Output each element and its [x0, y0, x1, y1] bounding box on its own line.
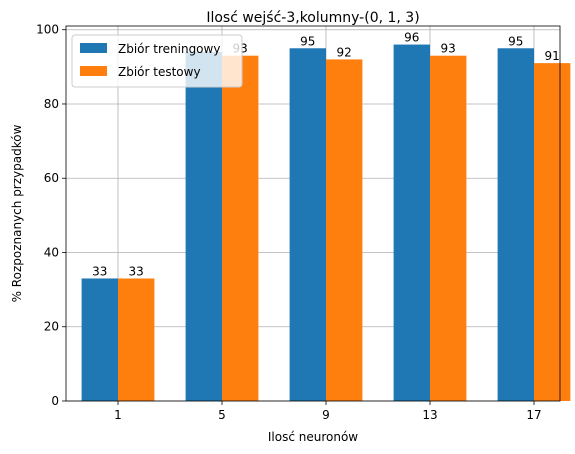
- x-tick-label: 17: [526, 408, 541, 422]
- bar-train: [185, 51, 222, 401]
- legend-label-test: Zbiór testowy: [118, 65, 201, 79]
- bars: [81, 44, 571, 402]
- y-axis: 0 20 40 60 80 100: [36, 23, 66, 408]
- legend-label-train: Zbiór treningowy: [118, 42, 220, 56]
- x-tick-label: 5: [218, 408, 226, 422]
- y-tick-label: 40: [44, 245, 59, 259]
- bar-value-label: 96: [404, 31, 419, 45]
- bar-value-label: 93: [441, 42, 456, 56]
- bar-labels: 339596953393929391: [92, 31, 560, 279]
- y-axis-label: % Rozpoznanych przypadków: [10, 124, 24, 302]
- plot-frame: [65, 25, 561, 402]
- bar-value-label: 95: [508, 34, 523, 48]
- bar-test: [222, 55, 259, 401]
- x-tick-label: 9: [322, 408, 330, 422]
- bar-test: [118, 278, 155, 401]
- chart-title: Ilosć wejść-3,kolumny-(0, 1, 3): [206, 10, 419, 26]
- legend-swatch-train: [80, 43, 107, 53]
- legend-frame: [71, 34, 243, 88]
- bar-value-label: 33: [92, 264, 107, 278]
- bar-train: [289, 48, 326, 402]
- legend: Zbiór treningowy Zbiór testowy: [71, 34, 243, 88]
- bar-value-label: 91: [545, 49, 560, 63]
- bar-train: [81, 278, 118, 401]
- y-tick-label: 80: [44, 97, 59, 111]
- y-tick-label: 60: [44, 171, 59, 185]
- y-tick-label: 0: [51, 394, 59, 408]
- x-axis: 1 5 9 13 17: [114, 401, 542, 422]
- bar-value-label: 95: [300, 34, 315, 48]
- x-tick-label: 13: [422, 408, 437, 422]
- bar-test: [326, 59, 363, 402]
- bar-value-label: 92: [337, 45, 352, 59]
- y-tick-label: 100: [36, 23, 59, 37]
- bar-train: [497, 48, 534, 402]
- bar-value-label: 33: [129, 264, 144, 278]
- bar-train: [393, 44, 430, 401]
- y-tick-label: 20: [44, 320, 59, 334]
- bar-test: [534, 63, 571, 401]
- x-tick-label: 1: [114, 408, 122, 422]
- x-axis-label: Ilosć neuronów: [268, 430, 358, 444]
- bar-test: [430, 55, 467, 401]
- legend-swatch-test: [80, 66, 107, 76]
